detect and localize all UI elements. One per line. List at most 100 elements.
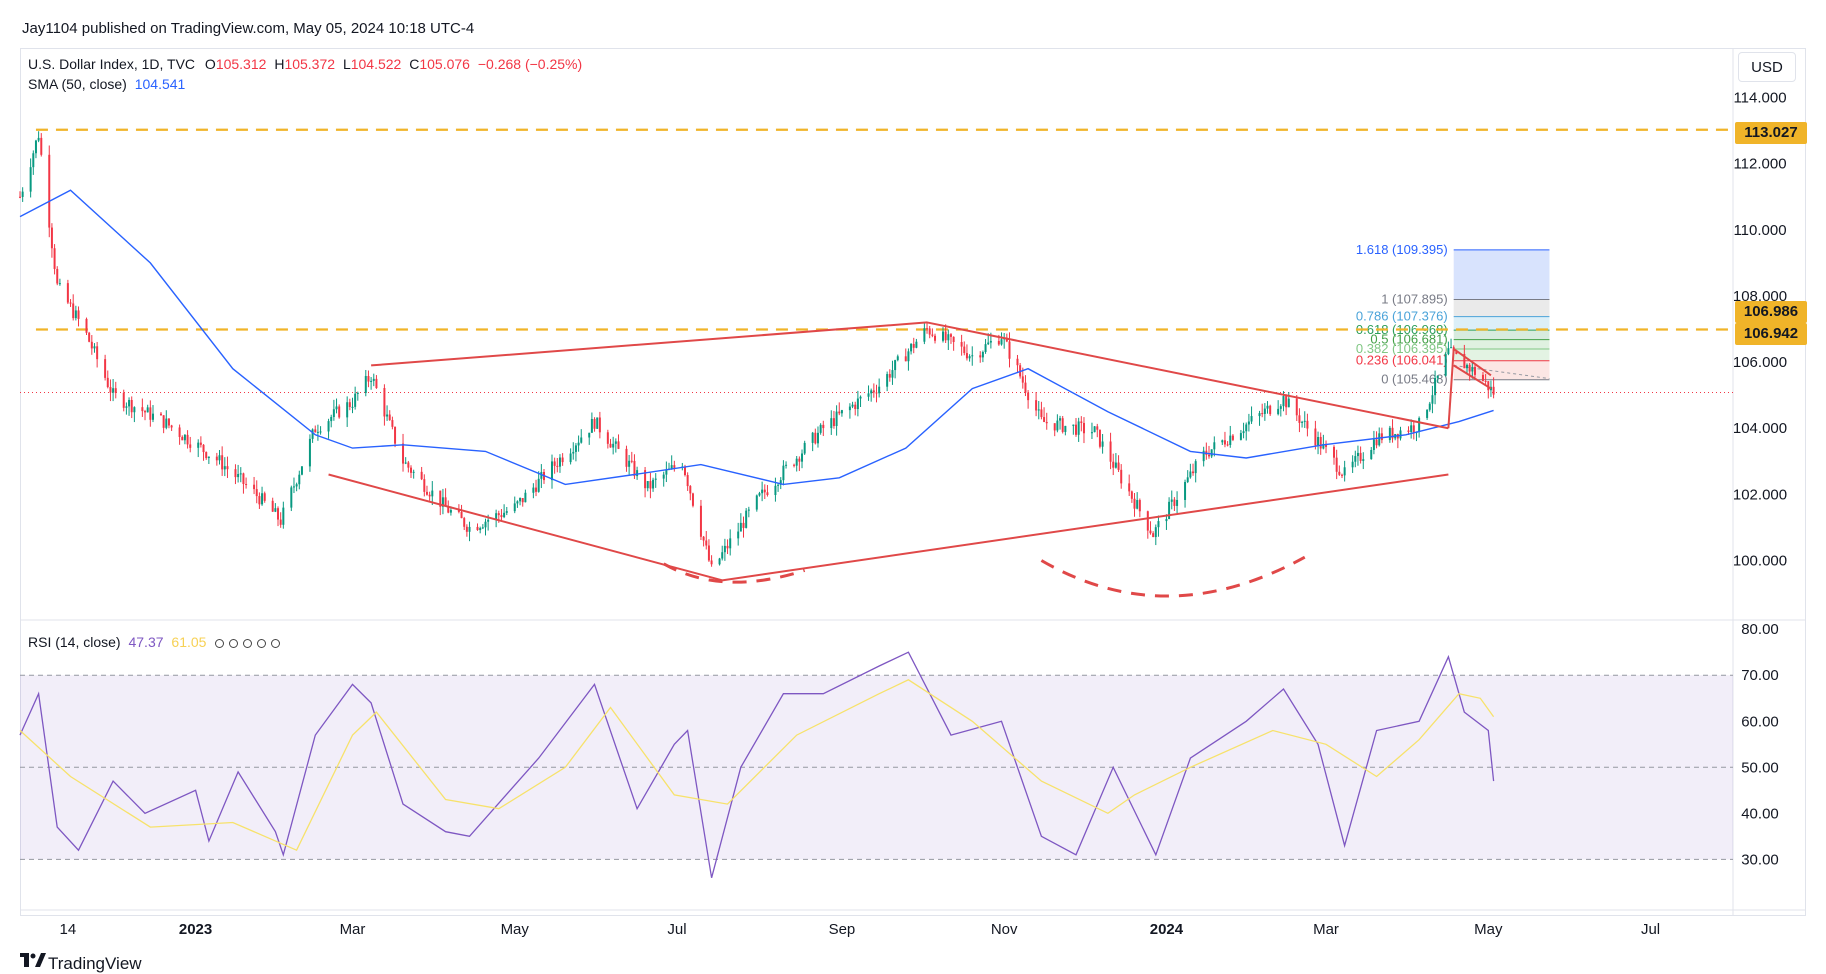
candle-body [1207, 454, 1210, 457]
candle-body [327, 421, 330, 432]
candle-body [1072, 424, 1075, 426]
candle-body [699, 505, 702, 537]
symbol-label[interactable]: U.S. Dollar Index, 1D, TVC [28, 56, 196, 72]
candle-body [146, 407, 149, 413]
candle-body [1149, 530, 1152, 534]
rsi-layer [19, 651, 1495, 878]
candle-body [1298, 415, 1301, 423]
candle-body [226, 466, 229, 470]
chart-frame [20, 48, 1806, 916]
candle-body [428, 494, 431, 497]
candle-body [1061, 418, 1064, 432]
candle-body [838, 411, 841, 414]
candle-body [628, 460, 631, 467]
candle-body [1455, 351, 1458, 354]
hidden-input-icon [243, 639, 253, 648]
candle-body [1351, 461, 1354, 468]
candle-body [202, 444, 205, 453]
price-tag-113: 113.027 [1735, 122, 1807, 144]
candle-body [572, 451, 575, 454]
candle-body [1192, 471, 1195, 474]
candle-body [814, 432, 817, 444]
candle-body [574, 445, 577, 452]
candle-body [423, 479, 426, 492]
candle-body [947, 334, 950, 341]
candle-body [34, 140, 37, 154]
tradingview-logo-icon[interactable] [20, 953, 46, 967]
candle-body [263, 493, 266, 501]
candle-body [351, 406, 354, 408]
price-tick-label: 108.000 [1733, 288, 1787, 305]
candle-body [21, 191, 24, 197]
candle-body [1082, 422, 1085, 434]
candle-body [460, 511, 463, 519]
candle-body [311, 429, 314, 439]
tradingview-brand[interactable]: TradingView [48, 954, 142, 973]
candle-body [1466, 364, 1469, 369]
candle-body [1189, 471, 1192, 478]
candle-body [968, 356, 971, 359]
candle-body [851, 404, 854, 407]
candle-body [710, 560, 713, 565]
candle-body [1176, 499, 1179, 506]
candle-body [923, 328, 926, 342]
currency-button[interactable]: USD [1738, 52, 1796, 82]
candle-body [739, 522, 742, 532]
candle-body [1245, 424, 1248, 432]
candle-body [223, 466, 226, 470]
candle-body [128, 399, 131, 407]
fibonacci-layer: 1.618 (109.395) 1 (107.895) 0.786 (107.376… [1356, 242, 1550, 387]
candle-body [1301, 421, 1304, 423]
time-tick-label: Mar [340, 921, 366, 938]
candle-body [441, 497, 444, 507]
candle-body [205, 452, 208, 459]
candle-body [1170, 499, 1173, 502]
candle-body [481, 527, 484, 529]
candle-body [1359, 452, 1362, 461]
candle-body [1213, 442, 1216, 450]
candle-body [1354, 456, 1357, 462]
candle-body [56, 268, 59, 284]
candle-body [1356, 452, 1359, 457]
candle-body [1343, 467, 1346, 476]
candle-body [170, 425, 173, 428]
hidden-input-icon [271, 639, 281, 648]
candle-body [468, 526, 471, 532]
candle-body [40, 137, 43, 155]
candle-body [1322, 443, 1325, 449]
candle-body [274, 508, 277, 512]
sma-label: SMA (50, close) [28, 76, 127, 92]
candle-body [1114, 462, 1117, 468]
candle-body [1043, 417, 1046, 422]
candle-body [332, 409, 335, 418]
candle-body [122, 392, 125, 408]
candle-body [644, 470, 647, 489]
rsi-legend[interactable]: RSI (14, close) 47.37 61.05 [28, 634, 281, 650]
candle-body [1447, 348, 1450, 355]
sma-value: 104.541 [134, 76, 186, 92]
candle-body [463, 518, 466, 527]
candle-body [1412, 425, 1415, 433]
sma-legend[interactable]: SMA (50, close) 104.541 [28, 76, 185, 92]
candle-body [915, 341, 918, 348]
candle-body [1473, 366, 1476, 375]
candle-body [1053, 423, 1056, 431]
candle-body [1436, 375, 1439, 378]
candle-body [356, 392, 359, 394]
candle-body [702, 536, 705, 541]
candle-body [141, 407, 144, 412]
candle-body [609, 443, 612, 448]
candle-body [646, 481, 649, 489]
candle-body [561, 457, 564, 463]
candle-body [1221, 440, 1224, 443]
hidden-input-icon [229, 639, 239, 648]
change-value: −0.268 (−0.25%) [477, 56, 583, 72]
candle-body [830, 418, 833, 429]
candle-body [319, 431, 322, 433]
candle-body [795, 458, 798, 466]
candle-body [295, 484, 298, 487]
candle-body [465, 526, 468, 532]
candle-body [1021, 376, 1024, 383]
candle-body [521, 498, 524, 503]
